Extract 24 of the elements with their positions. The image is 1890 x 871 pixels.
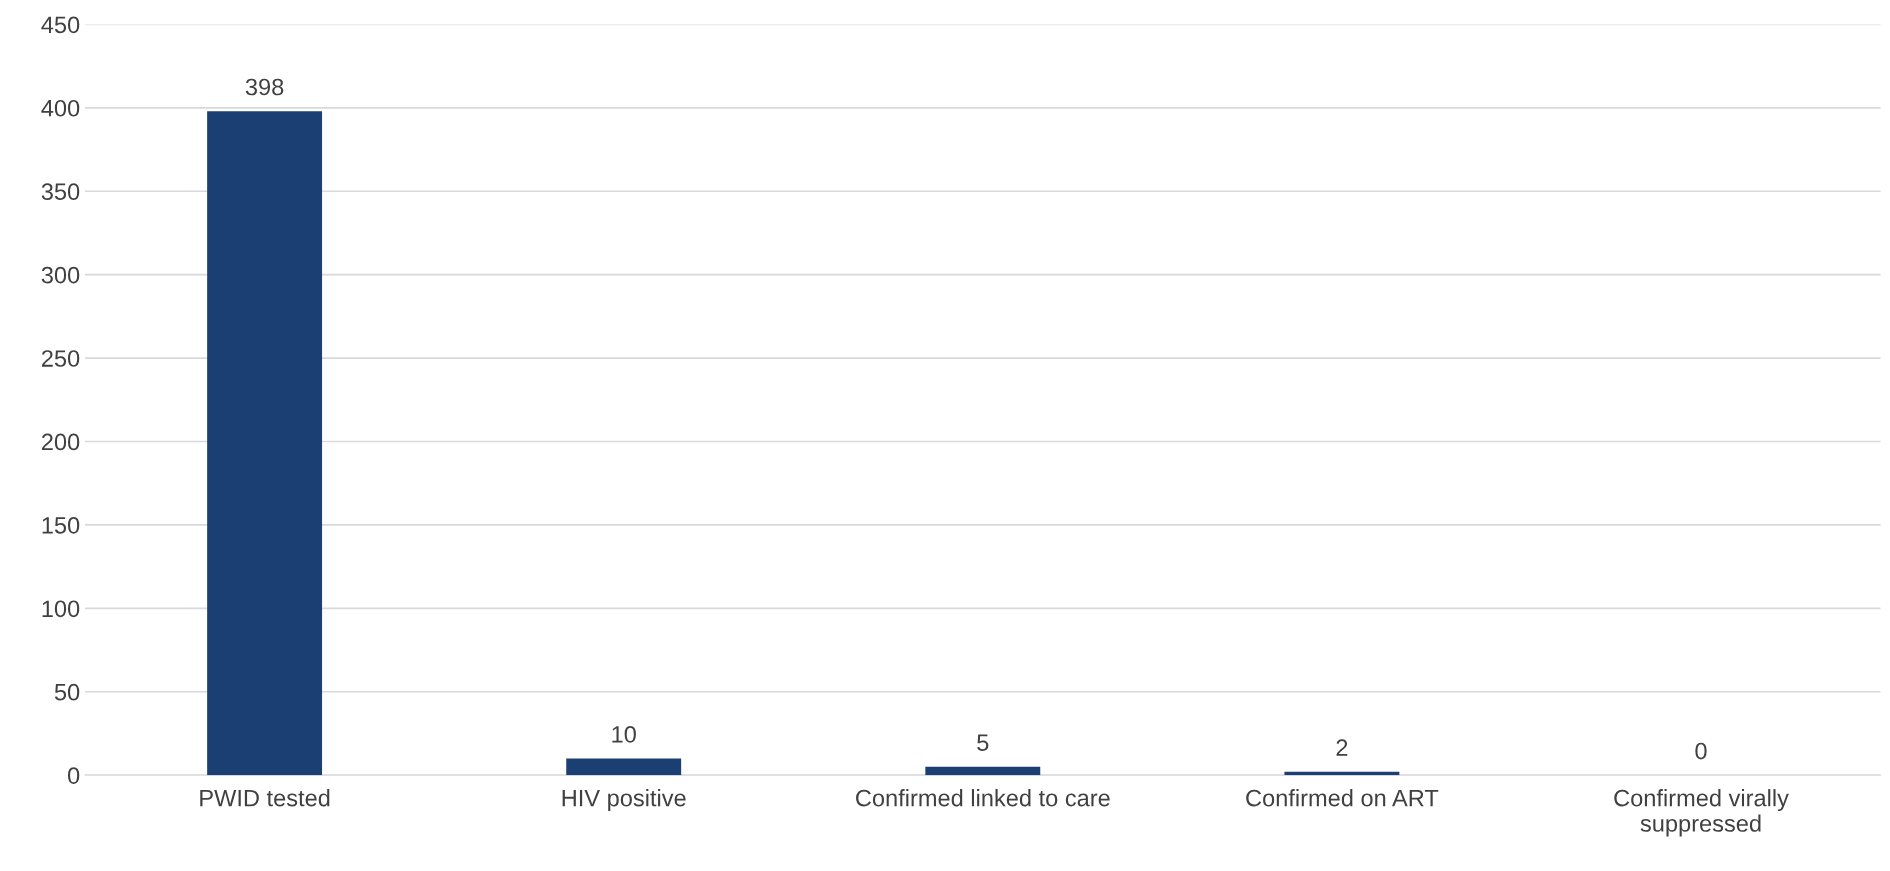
data-label: 10 [612, 726, 636, 743]
data-label: 0 [1695, 742, 1707, 760]
data-label: 5 [977, 734, 989, 752]
y-tick-label: 250 [41, 350, 80, 367]
data-label: 398 [245, 78, 284, 96]
x-tick-label: Confirmed on ART [1246, 789, 1439, 807]
x-tick-label: HIV positive [562, 789, 686, 812]
y-tick-label: 0 [67, 767, 80, 784]
y-tick-label: 400 [41, 99, 80, 117]
x-tick-label: Confirmed linked to care [856, 789, 1110, 807]
y-tick-label: 100 [42, 600, 80, 618]
bar [207, 111, 323, 776]
y-tick-label: 200 [41, 433, 80, 451]
bar [925, 766, 1041, 776]
y-tick-label: 50 [54, 683, 80, 701]
y-tick-label: 150 [42, 516, 80, 534]
bar [1284, 771, 1400, 776]
y-tick-label: 300 [41, 266, 80, 284]
x-tick-label: Confirmed virally suppressed [1614, 789, 1789, 837]
x-tick-label: PWID tested [200, 789, 330, 807]
bar [566, 758, 682, 776]
y-tick-label: 350 [41, 183, 80, 201]
y-tick-label: 450 [41, 16, 80, 34]
data-label: 2 [1336, 739, 1348, 756]
